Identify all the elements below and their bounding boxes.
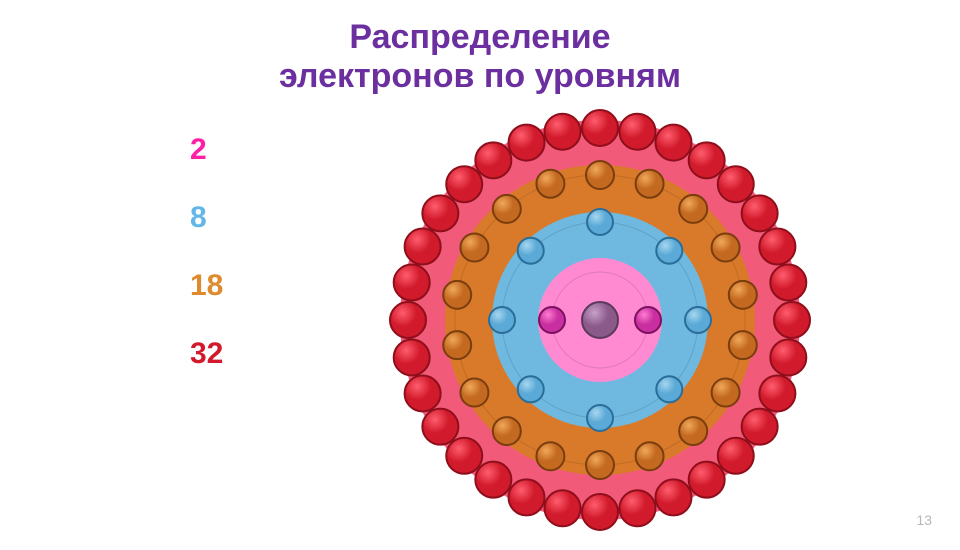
shell-4-electron (394, 265, 430, 301)
shell-4-electron (422, 195, 458, 231)
shell-4-electron (742, 195, 778, 231)
shell-4-electron (770, 265, 806, 301)
shell-3-electron (493, 417, 521, 445)
legend-item-2: 2 (190, 135, 223, 165)
shell-4-electron (718, 166, 754, 202)
shell-3-electron (493, 195, 521, 223)
shell-4-electron (509, 479, 545, 515)
page-title: Распределение электронов по уровням (0, 18, 960, 96)
shell-1-electron (539, 307, 565, 333)
shell-3-electron (536, 170, 564, 198)
shell-2-electron (489, 307, 515, 333)
shell-4-electron (655, 125, 691, 161)
shell-4-electron (774, 302, 810, 338)
shell-3-electron (460, 379, 488, 407)
shell-3-electron (712, 234, 740, 262)
title-line-1: Распределение (349, 18, 610, 56)
page-number: 13 (916, 512, 932, 528)
shell-2-electron (656, 238, 682, 264)
legend-item-8: 8 (190, 203, 223, 233)
shell-4-electron (655, 479, 691, 515)
shell-4-electron (689, 462, 725, 498)
shell-3-electron (636, 170, 664, 198)
shell-3-electron (443, 281, 471, 309)
shell-4-electron (475, 462, 511, 498)
shell-3-electron (586, 161, 614, 189)
shell-4-electron (545, 114, 581, 150)
shell-3-electron (636, 442, 664, 470)
shell-4-electron (390, 302, 426, 338)
shell-4-electron (405, 375, 441, 411)
shell-2-electron (685, 307, 711, 333)
shell-4-electron (545, 490, 581, 526)
shell-4-electron (405, 229, 441, 265)
shell-3-electron (443, 331, 471, 359)
shell-4-electron (422, 409, 458, 445)
shell-4-electron (718, 438, 754, 474)
shell-2-electron (518, 376, 544, 402)
shell-4-electron (759, 375, 795, 411)
shell-3-electron (729, 331, 757, 359)
legend: 2 8 18 32 (190, 135, 223, 369)
shell-4-electron (582, 110, 618, 146)
shell-2-electron (518, 238, 544, 264)
shell-3-electron (679, 195, 707, 223)
legend-item-18: 18 (190, 271, 223, 301)
shell-4-electron (475, 142, 511, 178)
shell-1-electron (635, 307, 661, 333)
shell-4-electron (619, 490, 655, 526)
shell-4-electron (759, 229, 795, 265)
shell-3-electron (712, 379, 740, 407)
electron-shell-diagram (370, 90, 830, 550)
shell-4-electron (742, 409, 778, 445)
shell-4-electron (689, 142, 725, 178)
shell-2-electron (656, 376, 682, 402)
shell-4-electron (770, 339, 806, 375)
shell-3-electron (586, 451, 614, 479)
shell-4-electron (446, 438, 482, 474)
shell-2-electron (587, 209, 613, 235)
shell-4-electron (619, 114, 655, 150)
shell-3-electron (679, 417, 707, 445)
legend-item-32: 32 (190, 339, 223, 369)
shell-2-electron (587, 405, 613, 431)
shell-4-electron (446, 166, 482, 202)
nucleus (582, 302, 618, 338)
shell-3-electron (460, 234, 488, 262)
shell-4-electron (582, 494, 618, 530)
shell-3-electron (536, 442, 564, 470)
shell-3-electron (729, 281, 757, 309)
shell-4-electron (509, 125, 545, 161)
shell-4-electron (394, 339, 430, 375)
